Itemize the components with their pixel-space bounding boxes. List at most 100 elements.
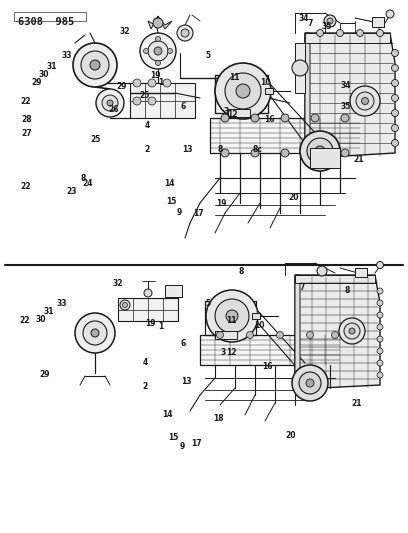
Circle shape — [341, 149, 349, 157]
Circle shape — [140, 33, 176, 69]
Text: 13: 13 — [182, 377, 192, 385]
Text: 1: 1 — [159, 322, 164, 330]
Text: 12: 12 — [227, 110, 238, 119]
Circle shape — [107, 100, 113, 106]
Circle shape — [392, 50, 399, 56]
Text: 12: 12 — [226, 349, 236, 357]
Text: 19: 19 — [216, 199, 227, 208]
Circle shape — [251, 149, 259, 157]
Circle shape — [292, 365, 328, 401]
Circle shape — [144, 49, 149, 53]
Text: 33: 33 — [61, 52, 72, 60]
Circle shape — [306, 332, 313, 338]
Text: 15: 15 — [166, 197, 177, 206]
Circle shape — [311, 114, 319, 122]
Text: 9: 9 — [180, 442, 185, 450]
Circle shape — [306, 379, 314, 387]
Circle shape — [81, 51, 109, 79]
Circle shape — [281, 149, 289, 157]
Circle shape — [153, 18, 163, 28]
Text: 10: 10 — [254, 321, 264, 329]
Circle shape — [350, 86, 380, 116]
Text: 31: 31 — [47, 62, 58, 70]
Text: 32: 32 — [112, 279, 123, 288]
Bar — [14, 12, 86, 21]
Circle shape — [277, 332, 284, 338]
Polygon shape — [130, 83, 195, 118]
Text: 22: 22 — [20, 182, 31, 191]
Circle shape — [315, 146, 325, 156]
Text: 28: 28 — [21, 116, 32, 124]
Circle shape — [317, 29, 324, 36]
Circle shape — [246, 332, 253, 338]
Circle shape — [392, 109, 399, 117]
Text: 20: 20 — [285, 431, 296, 440]
Text: 11: 11 — [229, 73, 240, 82]
Circle shape — [133, 97, 141, 105]
Text: 16: 16 — [264, 116, 275, 124]
Text: 20: 20 — [288, 193, 299, 201]
Circle shape — [168, 49, 173, 53]
Circle shape — [120, 300, 130, 310]
Circle shape — [299, 372, 321, 394]
Text: 4: 4 — [144, 121, 149, 130]
Circle shape — [102, 95, 118, 111]
Circle shape — [357, 29, 364, 36]
Circle shape — [377, 29, 384, 36]
Circle shape — [337, 29, 344, 36]
Text: 14: 14 — [164, 180, 175, 188]
Text: 17: 17 — [191, 439, 202, 448]
Circle shape — [155, 36, 160, 42]
Text: 24: 24 — [82, 180, 93, 188]
Circle shape — [327, 18, 333, 24]
Polygon shape — [295, 275, 375, 283]
Text: 17: 17 — [193, 209, 204, 217]
Bar — [355, 268, 367, 277]
Circle shape — [386, 10, 394, 18]
Bar — [228, 109, 250, 117]
Text: 22: 22 — [19, 317, 30, 325]
Circle shape — [317, 266, 327, 276]
Text: 8: 8 — [81, 174, 86, 183]
Text: 21: 21 — [354, 156, 364, 164]
Circle shape — [356, 92, 374, 110]
Circle shape — [148, 41, 168, 61]
Text: 5: 5 — [206, 300, 211, 308]
Text: 6308  985: 6308 985 — [18, 17, 74, 27]
Circle shape — [392, 79, 399, 86]
Circle shape — [83, 321, 107, 345]
Text: 5: 5 — [206, 52, 211, 60]
Circle shape — [133, 79, 141, 87]
Circle shape — [311, 149, 319, 157]
Text: 27: 27 — [21, 129, 32, 138]
Circle shape — [221, 149, 229, 157]
Text: 15: 15 — [168, 433, 179, 441]
Text: 31: 31 — [44, 308, 54, 316]
Text: 32: 32 — [119, 28, 130, 36]
Polygon shape — [305, 33, 390, 43]
Polygon shape — [305, 33, 395, 158]
Circle shape — [331, 332, 339, 338]
Circle shape — [392, 64, 399, 71]
Text: 1: 1 — [159, 78, 164, 87]
Circle shape — [377, 324, 383, 330]
Circle shape — [361, 98, 368, 104]
Circle shape — [217, 332, 224, 338]
Polygon shape — [305, 33, 310, 158]
Circle shape — [377, 288, 383, 294]
Text: 21: 21 — [352, 399, 362, 408]
Bar — [252, 313, 260, 319]
Text: 35: 35 — [321, 22, 332, 31]
Text: 29: 29 — [116, 82, 127, 91]
Text: 13: 13 — [182, 145, 193, 154]
Polygon shape — [148, 16, 172, 29]
Circle shape — [251, 114, 259, 122]
Circle shape — [181, 29, 189, 37]
Polygon shape — [295, 275, 380, 389]
Circle shape — [392, 94, 399, 101]
Text: 25: 25 — [140, 92, 150, 100]
Circle shape — [225, 73, 261, 109]
Circle shape — [344, 323, 360, 339]
Text: 34: 34 — [299, 14, 309, 23]
Bar — [372, 17, 384, 27]
